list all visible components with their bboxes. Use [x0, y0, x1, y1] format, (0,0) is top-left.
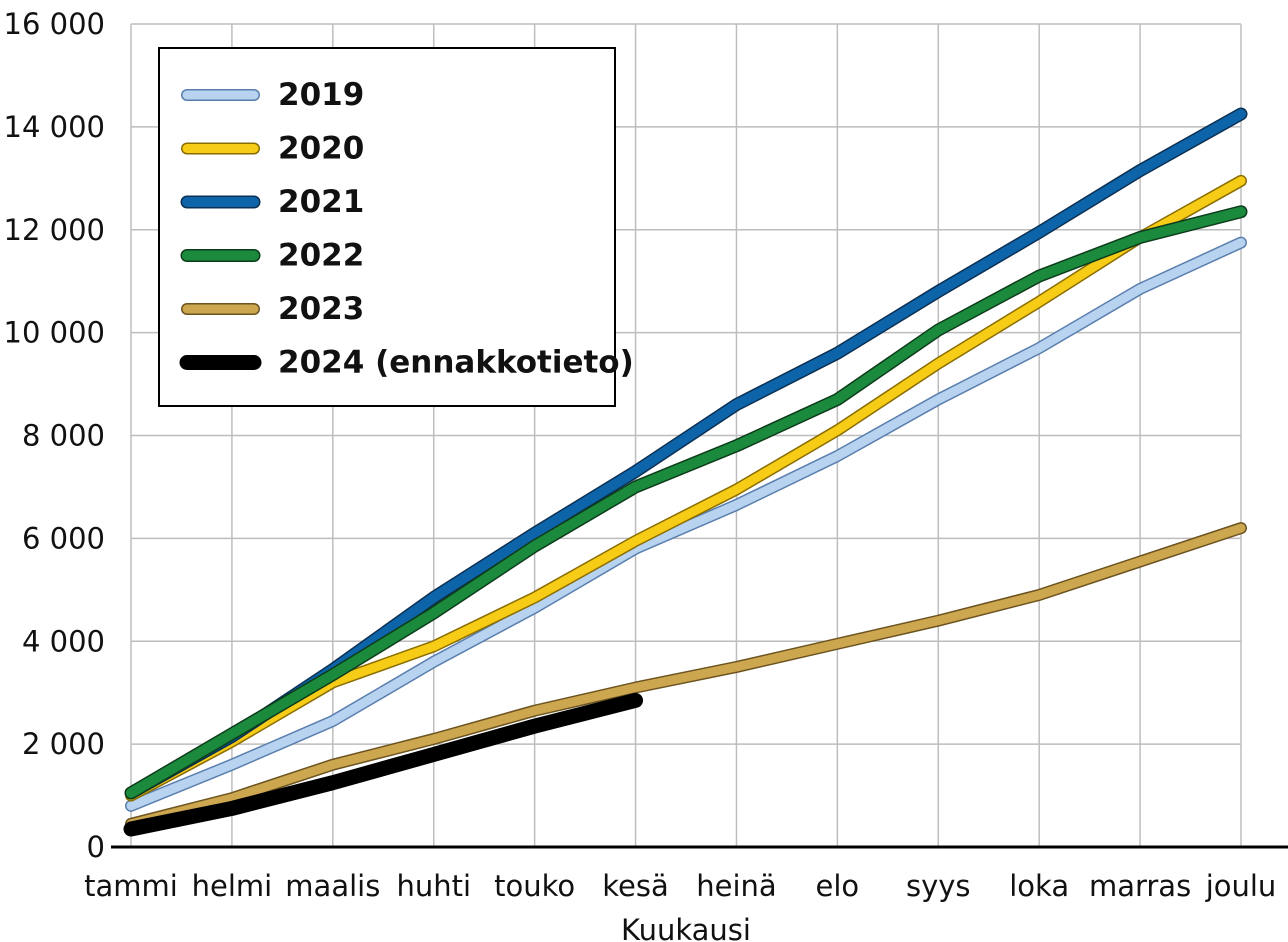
series-line-5 — [125, 694, 642, 835]
legend-box — [158, 47, 616, 407]
y-tick-label: 16 000 — [4, 7, 105, 41]
series-line-4 — [126, 523, 1246, 829]
y-tick-label: 0 — [87, 830, 105, 864]
legend-label: 2024 (ennakkotieto) — [278, 345, 634, 381]
series-line-1 — [126, 176, 1246, 801]
series-5 — [123, 692, 644, 837]
legend-item-3: 2022 — [180, 238, 364, 274]
legend-item-4: 2023 — [181, 291, 364, 327]
x-tick-label: helmi — [192, 869, 273, 903]
series-0 — [125, 236, 1247, 812]
x-tick-label: loka — [1009, 869, 1069, 903]
x-tick-label: maalis — [285, 869, 380, 903]
x-axis-title: Kuukausi — [621, 913, 751, 942]
legend-item-1: 2020 — [181, 131, 364, 167]
x-tick-label: syys — [906, 869, 971, 903]
series-4 — [125, 522, 1247, 830]
y-tick-label: 8 000 — [22, 419, 105, 453]
legend-item-2: 2021 — [180, 184, 364, 220]
y-tick-label: 12 000 — [4, 213, 105, 247]
legend-item-5: 2024 (ennakkotieto) — [179, 345, 634, 381]
legend-item-0: 2019 — [181, 77, 364, 113]
y-tick-label: 2 000 — [22, 727, 105, 761]
x-tick-label: heinä — [696, 869, 776, 903]
y-tick-label: 10 000 — [4, 316, 105, 350]
x-tick-label: kesä — [602, 869, 668, 903]
series-1 — [125, 174, 1247, 802]
x-tick-label: tammi — [84, 869, 178, 903]
x-tick-label: elo — [816, 869, 860, 903]
series-3 — [124, 205, 1248, 800]
series-line-3 — [126, 206, 1246, 798]
y-tick-label: 4 000 — [22, 624, 105, 658]
legend-label: 2021 — [278, 184, 364, 220]
y-tick-label: 14 000 — [4, 110, 105, 144]
series-lines — [123, 107, 1248, 837]
x-tick-label: joulu — [1205, 869, 1277, 903]
y-tick-label: 6 000 — [22, 521, 105, 555]
legend-label: 2019 — [278, 77, 364, 113]
legend: 2019 2020 2021 2022 2023 2024 (ennakkotieto) — [158, 47, 634, 407]
legend-label: 2023 — [278, 291, 364, 327]
x-tick-label: touko — [494, 869, 575, 903]
y-axis-ticks: 0 2 000 4 000 6 000 8 000 10 000 12 000 14 000 1… — [4, 7, 105, 864]
legend-label: 2020 — [278, 131, 364, 167]
legend-label: 2022 — [278, 238, 364, 274]
grid — [130, 23, 1242, 847]
x-axis-ticks: tammi helmi maalis huhti touko kesä heinä elo sy… — [84, 869, 1276, 903]
x-tick-label: huhti — [396, 869, 471, 903]
x-tick-label: marras — [1089, 869, 1191, 903]
series-line-0 — [126, 238, 1246, 811]
